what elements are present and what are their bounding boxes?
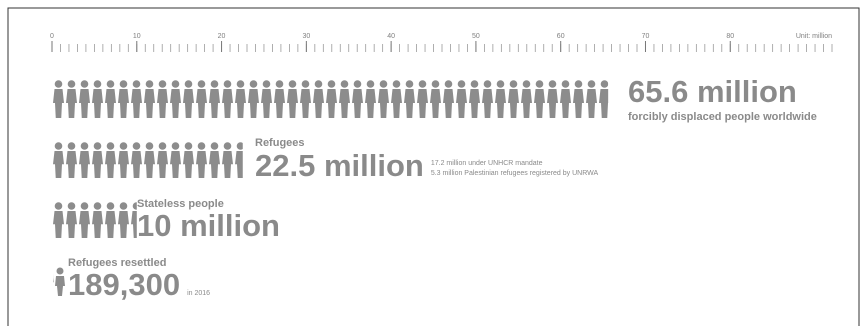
category-label: Refugees	[255, 137, 305, 149]
single-person-icon	[55, 267, 65, 296]
category-label: Refugees resettled	[68, 257, 166, 269]
x-tick-label: 70	[642, 33, 650, 40]
value-label: 10 million	[137, 208, 280, 243]
x-tick-label: 50	[472, 33, 480, 40]
x-tick-label: 20	[218, 33, 226, 40]
value-label: 189,300	[68, 267, 180, 302]
bar	[52, 200, 137, 238]
note: in 2016	[187, 290, 210, 297]
bar	[52, 78, 609, 118]
bar	[52, 258, 54, 296]
value-label: 22.5 million	[255, 148, 424, 183]
note: 17.2 million under UNHCR mandate	[431, 160, 543, 167]
x-tick-label: 40	[387, 33, 395, 40]
x-tick-label: 30	[302, 33, 310, 40]
x-tick-label: 10	[133, 33, 141, 40]
bar	[52, 140, 243, 178]
axis-label: Unit: million	[796, 33, 832, 40]
x-tick-label: 80	[726, 33, 734, 40]
note: 5.3 million Palestinian refugees registe…	[431, 170, 599, 177]
x-tick-label: 60	[557, 33, 565, 40]
category-label: forcibly displaced people worldwide	[628, 111, 817, 123]
value-label: 65.6 million	[628, 74, 797, 109]
x-tick-label: 0	[50, 33, 54, 40]
frame	[7, 7, 860, 326]
category-label: Stateless people	[137, 198, 224, 210]
